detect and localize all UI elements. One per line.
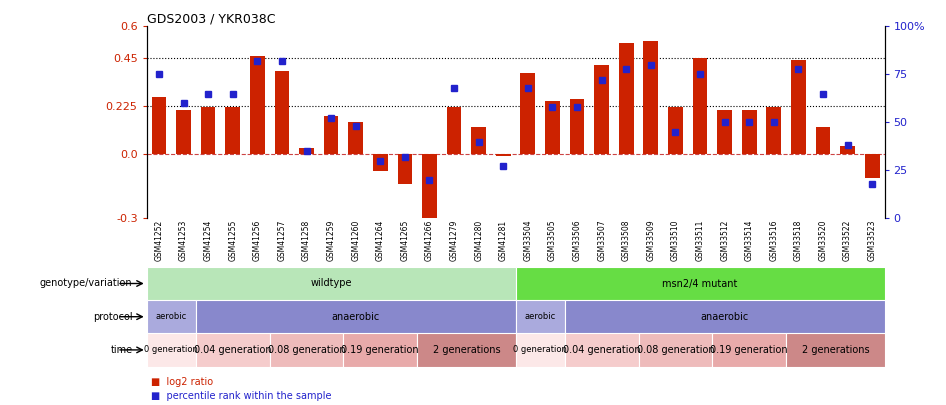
- Text: ■  percentile rank within the sample: ■ percentile rank within the sample: [151, 391, 332, 401]
- Text: aerobic: aerobic: [524, 312, 556, 321]
- Bar: [373, 154, 388, 171]
- Text: wildtype: wildtype: [310, 279, 352, 288]
- Bar: [299, 148, 314, 154]
- Text: 0.19 generation: 0.19 generation: [342, 345, 419, 355]
- Bar: [516, 333, 565, 367]
- Bar: [348, 122, 363, 154]
- Bar: [274, 71, 289, 154]
- Bar: [201, 107, 216, 154]
- Bar: [417, 333, 516, 367]
- Bar: [619, 43, 634, 154]
- Bar: [742, 109, 757, 154]
- Bar: [668, 107, 683, 154]
- Bar: [147, 333, 196, 367]
- Bar: [840, 146, 855, 154]
- Text: 0.19 generation: 0.19 generation: [710, 345, 788, 355]
- Text: 0.04 generation: 0.04 generation: [563, 345, 640, 355]
- Text: 0.04 generation: 0.04 generation: [194, 345, 272, 355]
- Text: 0 generation: 0 generation: [145, 345, 198, 354]
- Text: 2 generations: 2 generations: [801, 345, 869, 355]
- Bar: [196, 300, 516, 333]
- Bar: [766, 107, 781, 154]
- Bar: [343, 333, 417, 367]
- Text: aerobic: aerobic: [155, 312, 187, 321]
- Text: msn2/4 mutant: msn2/4 mutant: [662, 279, 738, 288]
- Bar: [225, 107, 240, 154]
- Bar: [643, 41, 658, 154]
- Text: 0.08 generation: 0.08 generation: [637, 345, 714, 355]
- Bar: [594, 65, 609, 154]
- Bar: [569, 99, 585, 154]
- Text: GDS2003 / YKR038C: GDS2003 / YKR038C: [147, 12, 275, 25]
- Bar: [516, 300, 565, 333]
- Bar: [422, 154, 437, 223]
- Text: protocol: protocol: [93, 312, 132, 322]
- Bar: [639, 333, 712, 367]
- Bar: [717, 109, 732, 154]
- Text: 0 generation: 0 generation: [514, 345, 567, 354]
- Bar: [250, 56, 265, 154]
- Bar: [324, 116, 339, 154]
- Bar: [565, 333, 639, 367]
- Bar: [147, 300, 196, 333]
- Bar: [147, 267, 516, 300]
- Bar: [176, 109, 191, 154]
- Bar: [520, 73, 535, 154]
- Bar: [496, 154, 511, 156]
- Bar: [151, 97, 166, 154]
- Bar: [196, 333, 270, 367]
- Bar: [712, 333, 786, 367]
- Bar: [565, 300, 885, 333]
- Text: anaerobic: anaerobic: [331, 312, 380, 322]
- Text: 2 generations: 2 generations: [432, 345, 500, 355]
- Bar: [471, 127, 486, 154]
- Bar: [692, 58, 708, 154]
- Text: ■  log2 ratio: ■ log2 ratio: [151, 377, 214, 387]
- Text: 0.08 generation: 0.08 generation: [268, 345, 345, 355]
- Bar: [865, 154, 880, 178]
- Bar: [270, 333, 343, 367]
- Text: time: time: [111, 345, 132, 355]
- Bar: [786, 333, 885, 367]
- Bar: [815, 127, 831, 154]
- Bar: [397, 154, 412, 184]
- Bar: [447, 107, 462, 154]
- Bar: [545, 101, 560, 154]
- Text: genotype/variation: genotype/variation: [40, 279, 132, 288]
- Bar: [791, 60, 806, 154]
- Text: anaerobic: anaerobic: [700, 312, 749, 322]
- Bar: [516, 267, 885, 300]
